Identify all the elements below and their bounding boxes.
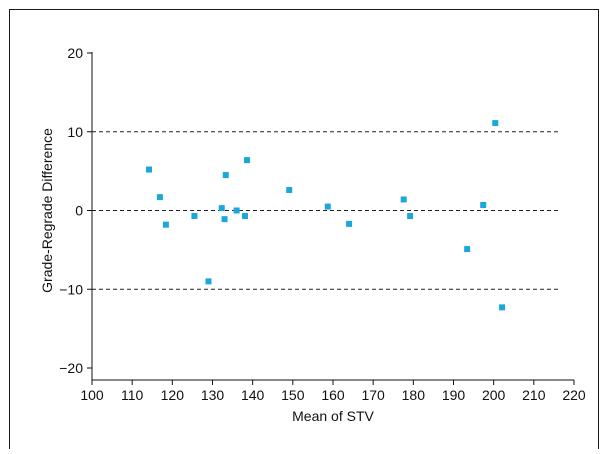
x-tick-label: 160 [321, 387, 345, 403]
x-tick-label: 190 [442, 387, 466, 403]
x-tick-label: 220 [562, 387, 586, 403]
x-ticks: 100 110 120 130 140 150 160 170 180 190 200 210 220 [80, 380, 586, 403]
x-tick-label: 170 [361, 387, 385, 403]
data-point [191, 213, 198, 220]
data-point [407, 213, 414, 220]
x-tick-label: 110 [121, 387, 144, 403]
chart-frame [9, 9, 599, 449]
y-tick-label: 20 [67, 45, 83, 61]
data-point [244, 157, 251, 164]
data-point [499, 304, 506, 311]
y-tick-label: 0 [75, 203, 83, 219]
axes [91, 52, 574, 381]
x-tick-label: 120 [161, 387, 185, 403]
data-point [146, 166, 153, 173]
data-points [146, 120, 506, 311]
data-point [218, 205, 225, 212]
data-point [400, 196, 407, 203]
data-point [156, 194, 163, 201]
data-point [221, 216, 228, 223]
reference-lines [92, 131, 560, 290]
data-point [464, 246, 471, 253]
x-tick-label: 140 [241, 387, 265, 403]
data-point [286, 187, 293, 194]
y-ticks: 20 10 0 −10 −20 [59, 45, 92, 376]
x-tick-label: 130 [201, 387, 225, 403]
x-tick-label: 210 [522, 387, 546, 403]
data-point [222, 172, 229, 179]
x-tick-label: 180 [402, 387, 426, 403]
data-point [205, 278, 212, 285]
data-point [233, 207, 240, 214]
y-tick-label: −20 [59, 360, 83, 376]
x-tick-label: 150 [281, 387, 305, 403]
data-point [162, 221, 169, 228]
data-point [480, 201, 487, 208]
data-point [242, 213, 249, 220]
data-point [324, 203, 331, 210]
y-axis-title: Grade-Regrade Difference [39, 128, 55, 293]
y-tick-label: −10 [59, 281, 83, 297]
x-tick-label: 100 [80, 387, 104, 403]
y-tick-label: 10 [67, 124, 83, 140]
x-tick-label: 200 [482, 387, 506, 403]
data-point [492, 120, 499, 127]
data-point [346, 220, 353, 227]
x-axis-title: Mean of STV [292, 408, 374, 424]
